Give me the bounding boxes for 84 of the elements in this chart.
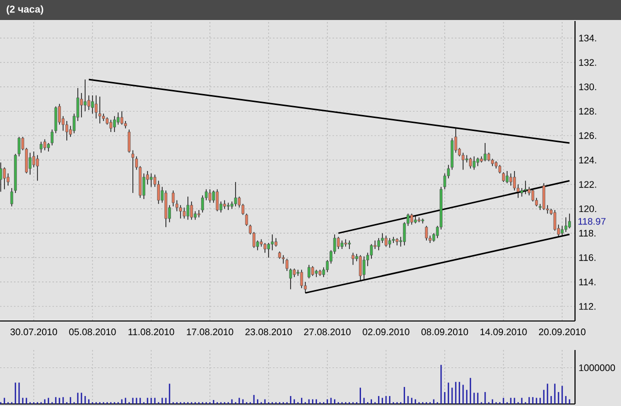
- candlestick: [65, 120, 68, 141]
- y-tick-label: 116.: [579, 254, 596, 261]
- candlestick: [208, 188, 212, 204]
- x-tick-label: 20.09.2010: [538, 328, 586, 336]
- candlestick: [300, 269, 304, 288]
- candlestick: [124, 120, 127, 129]
- x-tick-label: 11.08.2010: [128, 328, 174, 336]
- candlestick: [513, 170, 516, 191]
- y-tick-label: 120.: [579, 205, 596, 212]
- candlestick: [472, 156, 476, 170]
- candlestick: [264, 242, 266, 254]
- y-tick-label: 114.: [579, 278, 596, 286]
- candlestick: [190, 201, 193, 220]
- candlestick: [91, 95, 94, 114]
- candlestick: [98, 96, 102, 124]
- candlestick: [182, 207, 186, 219]
- y-tick-label: 112.: [579, 303, 596, 310]
- chart-title: (2 часа): [6, 5, 44, 15]
- candlestick: [370, 244, 373, 260]
- candlestick: [43, 138, 46, 151]
- candlestick: [128, 129, 131, 154]
- candlestick: [469, 157, 472, 169]
- candlestick: [336, 236, 340, 250]
- candlestick: [362, 256, 366, 280]
- candlestick: [352, 252, 354, 266]
- candlestick: [216, 188, 219, 212]
- candlestick: [40, 141, 42, 154]
- candlestick: [410, 213, 414, 226]
- y-tick-label: 122.: [579, 181, 596, 188]
- candlestick: [384, 235, 388, 247]
- candlestick: [0, 162, 2, 192]
- candlestick: [87, 95, 90, 110]
- y-tick-label: 132.: [579, 59, 596, 66]
- candlestick: [201, 195, 204, 213]
- candlestick: [36, 154, 39, 182]
- candlestick: [377, 238, 380, 251]
- candlestick: [234, 182, 237, 207]
- x-tick-label: 14.09.2010: [480, 328, 527, 336]
- candlestick: [120, 110, 124, 125]
- candlestick: [186, 196, 190, 220]
- candlestick: [564, 216, 568, 232]
- y-tick-label: 134.: [579, 34, 596, 42]
- candlestick: [3, 166, 6, 190]
- x-tick-label: 30.07.2010: [10, 328, 58, 336]
- y-tick-label: 126.: [579, 132, 596, 139]
- candlestick: [484, 142, 486, 162]
- candlestick: [94, 95, 98, 119]
- candlestick: [568, 213, 571, 229]
- x-tick-label: 27.08.2010: [304, 328, 351, 336]
- candlestick: [223, 200, 226, 210]
- candlestick: [157, 180, 160, 204]
- candlestick: [28, 152, 32, 176]
- candlestick: [179, 204, 182, 219]
- x-tick-label: 02.09.2010: [362, 328, 410, 336]
- candlestick: [462, 152, 464, 170]
- x-tick-label: 05.08.2010: [69, 328, 116, 336]
- candlestick: [150, 173, 153, 188]
- y-tick-label: 118.: [579, 230, 596, 237]
- x-tick-label: 23.08.2010: [245, 328, 292, 336]
- candlestick: [396, 238, 398, 246]
- y-tick-label: 130.: [579, 84, 596, 90]
- candlestick: [425, 226, 428, 241]
- candlestick: [380, 232, 384, 244]
- candlestick: [113, 116, 116, 132]
- y-tick-label: 128.: [579, 108, 596, 115]
- x-tick-label: 17.08.2010: [186, 328, 234, 336]
- candlestick: [311, 266, 314, 276]
- candlestick: [509, 173, 512, 186]
- candlestick: [308, 264, 310, 279]
- y-tick-label: 124.: [579, 156, 596, 164]
- candlestick: [80, 92, 83, 118]
- x-tick-label: 08.09.2010: [421, 328, 468, 336]
- candlestick: [109, 119, 112, 132]
- candlestick: [358, 254, 362, 282]
- candlestick: [172, 190, 175, 207]
- candlestick: [131, 150, 134, 194]
- candlestick: [388, 238, 392, 248]
- text: 118.97: [578, 218, 606, 225]
- candlestick: [267, 242, 270, 258]
- candlestick: [542, 182, 546, 210]
- candlestick: [506, 170, 509, 184]
- y-tick-label: 1000000: [579, 364, 615, 372]
- candlestick: [84, 79, 87, 112]
- candlestick: [102, 113, 105, 122]
